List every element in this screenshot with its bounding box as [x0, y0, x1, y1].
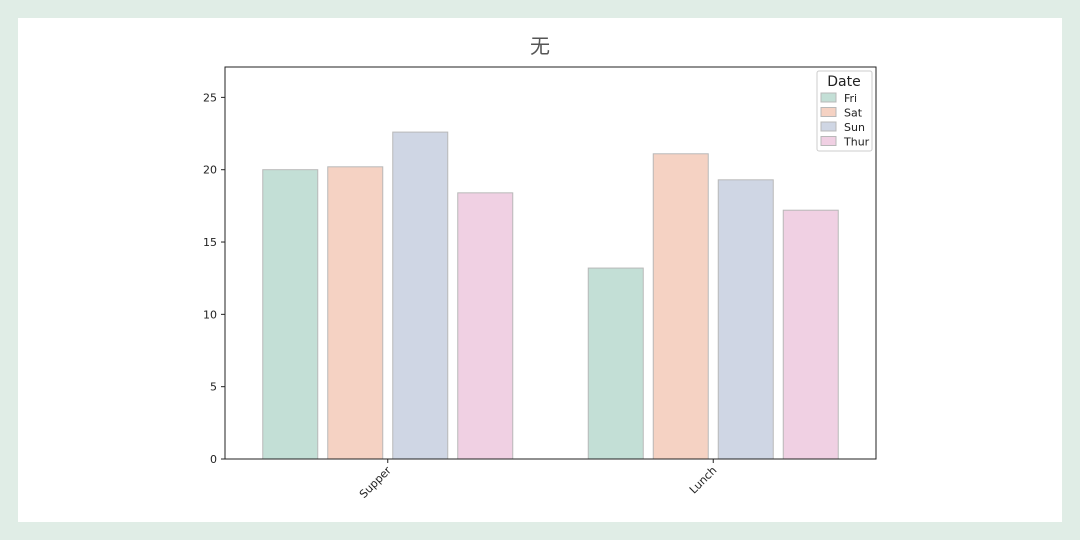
plot-area-border: [224, 66, 877, 460]
bar-fri-supper: [262, 169, 319, 460]
bars-group: [262, 131, 839, 460]
x-tick-label: Lunch: [687, 464, 719, 496]
legend-label-thur: Thur: [843, 136, 870, 149]
x-axis: Supper Lunch: [357, 459, 719, 501]
chart-frame: 无 0 5 10 15 20 25 Supper Lunch Date Fri Sat Sun T…: [18, 18, 1062, 522]
chart-title: 无: [530, 34, 550, 58]
y-tick-label: 20: [203, 164, 217, 177]
y-axis: 0 5 10 15 20 25: [203, 91, 225, 466]
legend-swatch-sun: [820, 121, 837, 132]
bar-sun-supper: [392, 131, 449, 460]
bar-sat-lunch: [652, 153, 709, 460]
x-tick-label: Supper: [357, 464, 394, 501]
bar-thur-supper: [457, 192, 514, 460]
bar-sun-lunch: [717, 179, 774, 460]
legend-swatch-sat: [820, 107, 837, 117]
bar-thur-lunch: [782, 209, 839, 460]
y-tick-label: 0: [210, 453, 217, 466]
legend-label-sun: Sun: [844, 121, 865, 134]
legend-label-sat: Sat: [844, 107, 863, 120]
legend-swatch-thur: [820, 136, 837, 146]
y-tick-label: 5: [210, 381, 217, 394]
y-tick-label: 25: [203, 91, 217, 104]
bar-sat-supper: [327, 166, 384, 460]
legend-swatch-fri: [820, 92, 837, 103]
bar-fri-lunch: [587, 267, 644, 460]
legend-label-fri: Fri: [844, 92, 857, 105]
legend-title: Date: [827, 74, 860, 90]
y-tick-label: 15: [203, 236, 217, 249]
y-tick-label: 10: [203, 308, 217, 321]
